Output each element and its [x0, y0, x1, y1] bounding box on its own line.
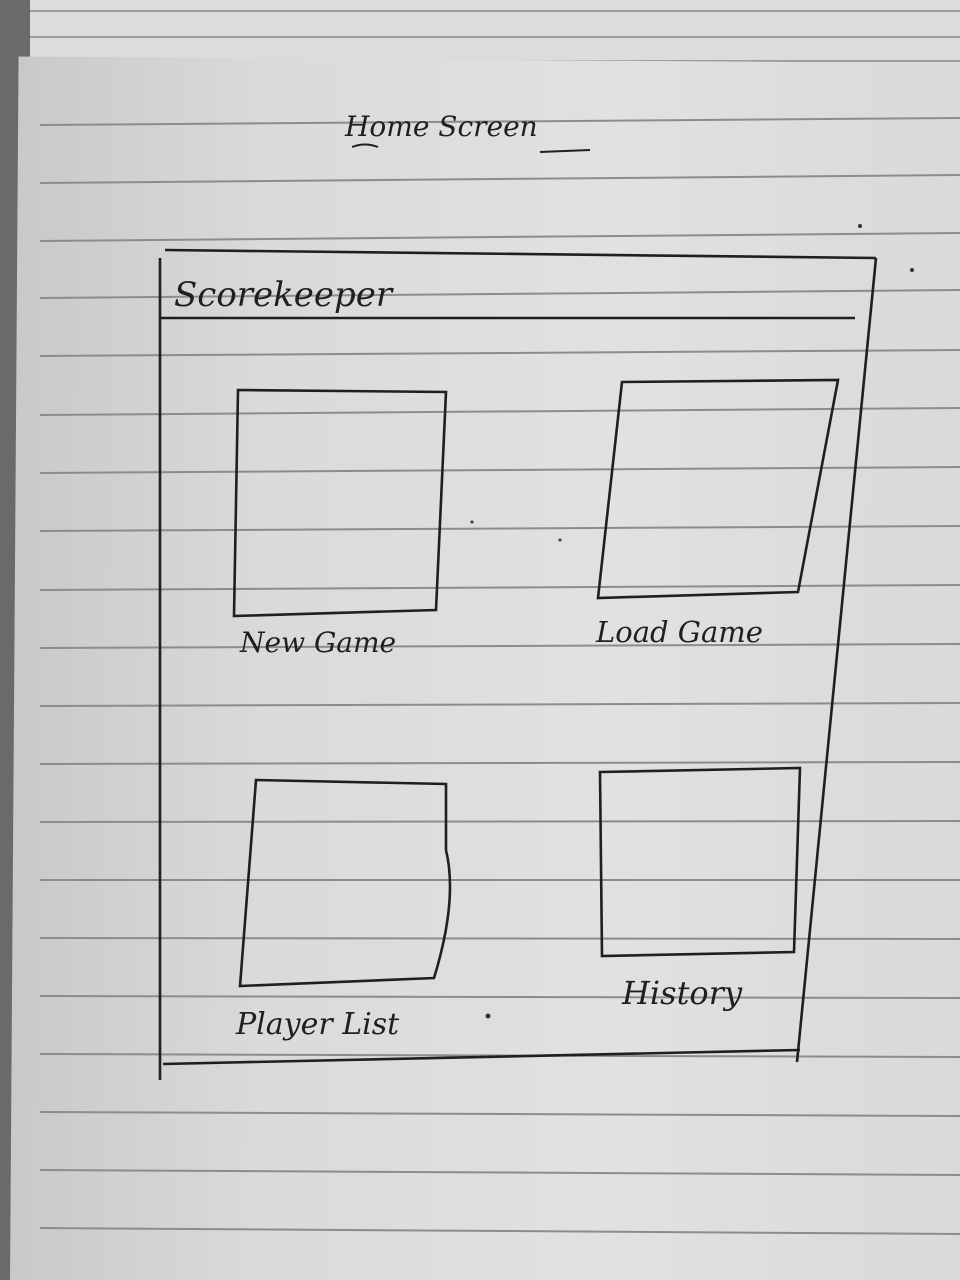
history-thumbnail[interactable]	[598, 766, 802, 958]
load-game-thumbnail[interactable]	[596, 378, 840, 600]
history-label: History	[621, 974, 743, 1012]
load-game-label: Load Game	[595, 615, 763, 649]
history-tile[interactable]: History	[598, 766, 802, 1012]
player-list-thumbnail[interactable]	[238, 778, 452, 988]
player-list-tile[interactable]: Player List	[235, 778, 452, 1042]
paper-specks	[470, 224, 914, 1019]
phone-frame	[158, 248, 878, 1080]
heading-underline	[351, 143, 591, 153]
new-game-tile[interactable]: New Game	[232, 388, 448, 659]
player-list-label: Player List	[235, 1007, 400, 1042]
page-heading: Home Screen	[344, 110, 538, 143]
load-game-tile[interactable]: Load Game	[595, 378, 840, 649]
app-title: Scorekeeper	[174, 275, 394, 315]
ruled-lines	[39, 117, 960, 1235]
new-game-label: New Game	[239, 626, 396, 659]
app-bar: Scorekeeper	[160, 275, 855, 320]
new-game-thumbnail[interactable]	[232, 388, 448, 618]
